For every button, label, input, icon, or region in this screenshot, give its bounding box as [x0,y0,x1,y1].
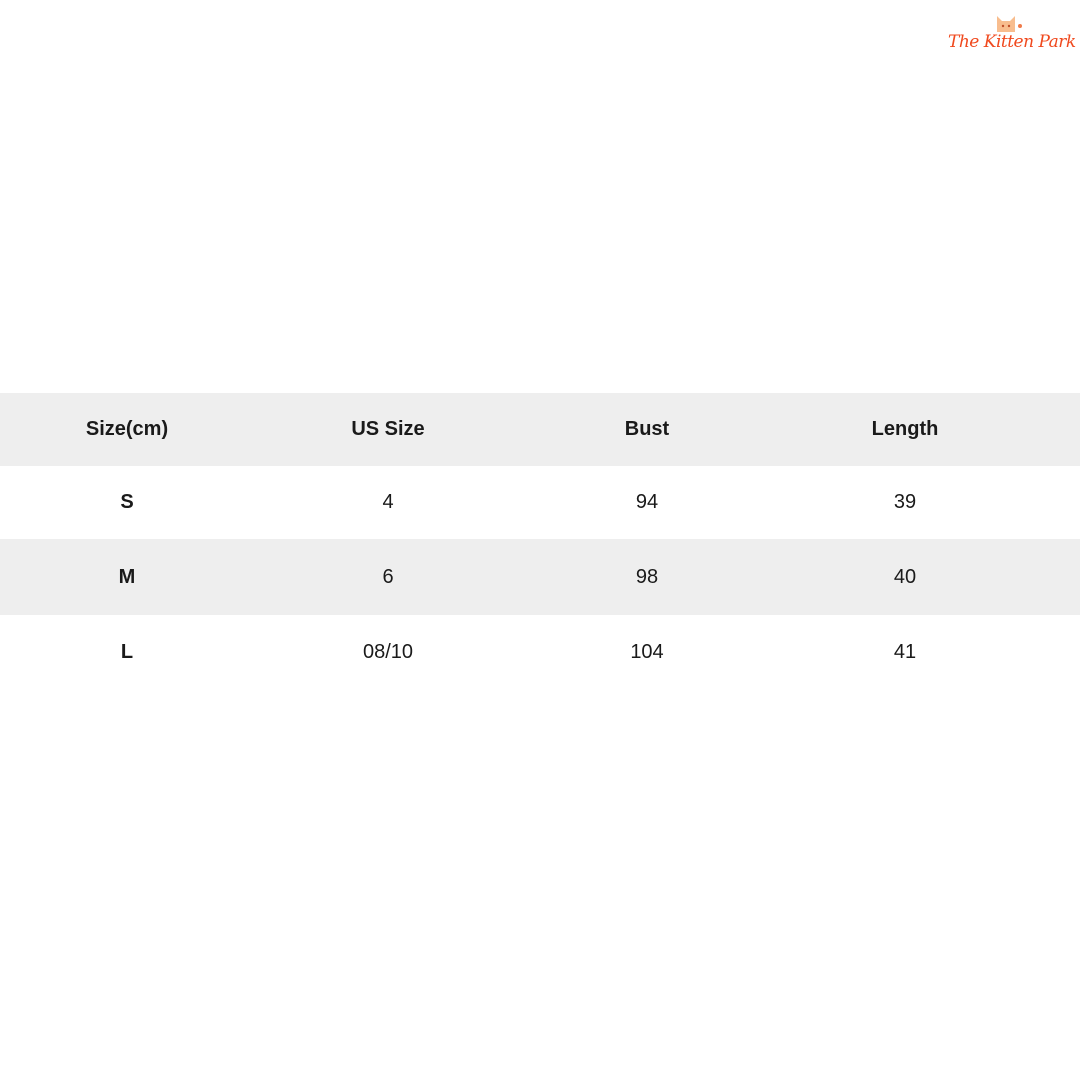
cell-size: L [120,641,134,663]
column-header-bust: Bust [624,418,670,440]
column-header-us-size: US Size [351,418,425,440]
cell-us-size: 4 [382,491,394,513]
table-row: S 4 94 39 [0,466,1080,539]
cell-length: 40 [893,565,917,588]
cell-length: 39 [893,491,917,513]
cell-length: 41 [893,641,917,663]
table-row: L 08/10 104 41 [0,615,1080,690]
cell-us-size: 6 [382,565,394,588]
cell-bust: 98 [635,565,659,588]
column-header-size: Size(cm) [85,418,169,440]
column-header-length: Length [871,418,939,440]
cell-size: M [118,565,136,588]
brand-logo: The Kitten Park [948,12,1076,64]
table-header-row: Size(cm) US Size Bust Length [0,393,1080,466]
table-row: M 6 98 40 [0,539,1080,615]
cell-size: S [120,491,134,513]
cell-bust: 104 [630,641,664,663]
cat-face-icon [997,16,1022,32]
brand-logo-text: The Kitten Park [948,32,1076,52]
size-chart-table: Size(cm) US Size Bust Length S 4 94 39 M… [0,393,1080,690]
cell-bust: 94 [635,491,659,513]
cell-us-size: 08/10 [362,641,414,663]
